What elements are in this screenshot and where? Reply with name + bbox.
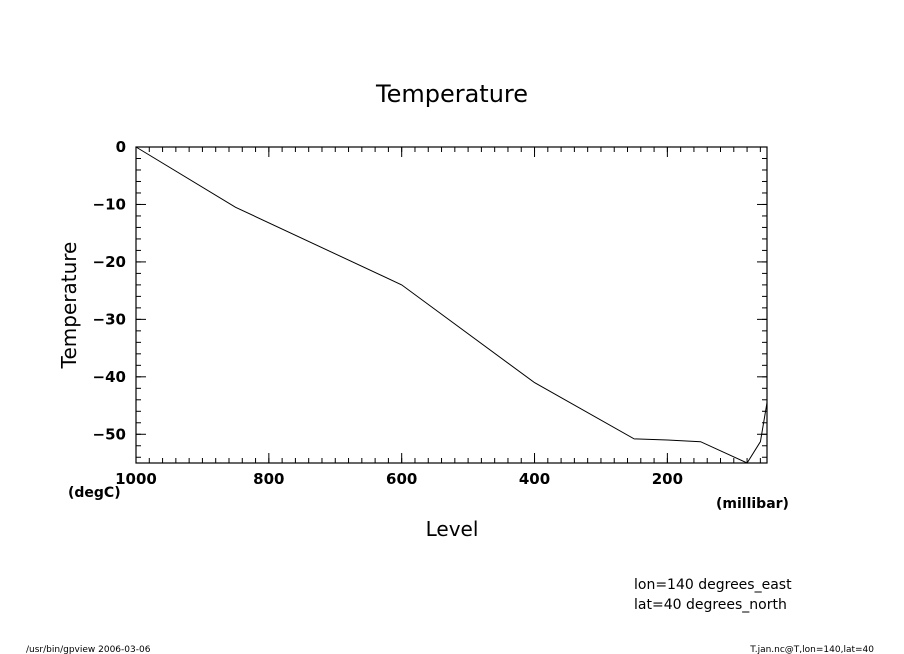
y-tick-label: −50 — [93, 425, 126, 443]
footer-left: /usr/bin/gpview 2006-03-06 — [26, 645, 151, 654]
y-unit-label: (degC) — [68, 485, 121, 501]
y-tick-label: −30 — [93, 310, 126, 328]
temperature-line — [135, 146, 768, 464]
axis-tick-labels: 1000 800 600 400 200 0 −10 −20 −30 −40 −50 — [93, 138, 683, 488]
x-tick-label: 600 — [386, 470, 417, 488]
x-tick-label: 400 — [519, 470, 550, 488]
x-tick-label: 200 — [652, 470, 683, 488]
x-tick-label: 1000 — [115, 470, 157, 488]
y-tick-label: −10 — [93, 195, 126, 213]
lat-annotation: lat=40 degrees_north — [634, 597, 787, 613]
y-axis-label: Temperature — [57, 242, 81, 370]
chart-title: Temperature — [375, 80, 528, 108]
y-tick-label: −40 — [93, 368, 126, 386]
x-tick-label: 800 — [253, 470, 284, 488]
lon-annotation: lon=140 degrees_east — [634, 577, 792, 593]
y-tick-label: 0 — [116, 138, 126, 156]
x-unit-label: (millibar) — [716, 496, 789, 512]
x-axis-label: Level — [426, 517, 479, 541]
y-tick-label: −20 — [93, 253, 126, 271]
axis-ticks — [135, 146, 767, 463]
footer-right: T.jan.nc@T,lon=140,lat=40 — [749, 645, 874, 654]
plot-frame — [135, 146, 768, 464]
